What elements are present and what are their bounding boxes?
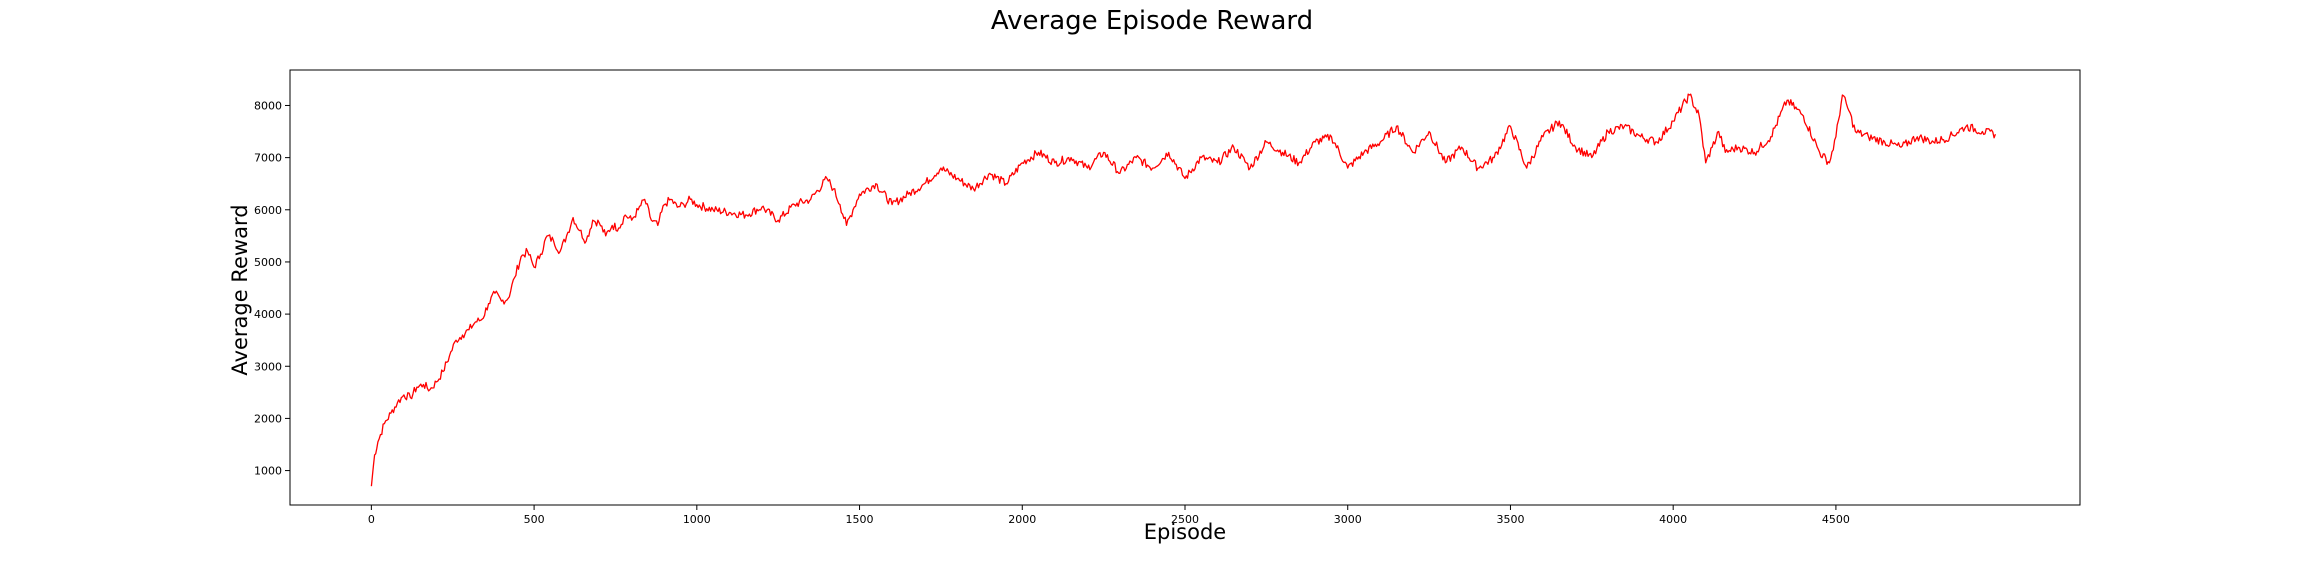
- y-tick-label: 1000: [254, 465, 282, 478]
- x-tick-label: 4500: [1822, 513, 1850, 526]
- x-tick-label: 3500: [1496, 513, 1524, 526]
- y-tick-label: 4000: [254, 308, 282, 321]
- chart-title: Average Episode Reward: [990, 6, 1314, 36]
- y-tick-label: 6000: [254, 204, 282, 217]
- y-tick-label: 2000: [254, 412, 282, 425]
- y-axis-label: Average Reward: [228, 204, 252, 376]
- x-axis-label: Episode: [1143, 520, 1227, 544]
- x-tick-label: 0: [368, 513, 375, 526]
- x-tick-label: 2000: [1008, 513, 1036, 526]
- y-tick-label: 8000: [254, 99, 282, 112]
- plot-area-frame: [289, 69, 2081, 506]
- y-tick-label: 7000: [254, 152, 282, 165]
- y-tick-label: 5000: [254, 256, 282, 269]
- series-line-0: [370, 93, 1997, 487]
- y-tick-label: 3000: [254, 360, 282, 373]
- x-tick-label: 500: [524, 513, 545, 526]
- x-tick-label: 4000: [1659, 513, 1687, 526]
- x-tick-label: 2500: [1171, 513, 1199, 526]
- x-tick-label: 1500: [846, 513, 874, 526]
- x-tick-label: 1000: [683, 513, 711, 526]
- x-tick-label: 3000: [1334, 513, 1362, 526]
